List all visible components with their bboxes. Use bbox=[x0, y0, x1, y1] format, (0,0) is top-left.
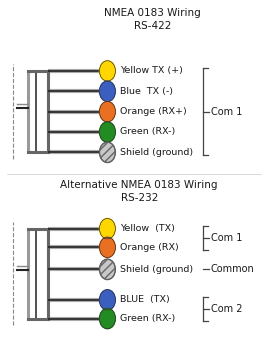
Text: BLUE  (TX): BLUE (TX) bbox=[120, 295, 170, 304]
Text: RS-232: RS-232 bbox=[121, 193, 158, 203]
Text: Blue  TX (-): Blue TX (-) bbox=[120, 87, 173, 96]
Circle shape bbox=[99, 237, 116, 258]
Text: Yellow TX (+): Yellow TX (+) bbox=[120, 66, 183, 76]
Text: Orange (RX): Orange (RX) bbox=[120, 243, 179, 252]
Text: Shield (ground): Shield (ground) bbox=[120, 265, 193, 274]
Circle shape bbox=[99, 290, 116, 310]
Text: Com 1: Com 1 bbox=[211, 233, 242, 243]
Text: Yellow  (TX): Yellow (TX) bbox=[120, 224, 175, 233]
Text: Alternative NMEA 0183 Wiring: Alternative NMEA 0183 Wiring bbox=[61, 180, 218, 190]
Circle shape bbox=[99, 259, 116, 279]
Text: Orange (RX+): Orange (RX+) bbox=[120, 107, 187, 116]
Text: Common: Common bbox=[211, 264, 255, 274]
Text: Shield (ground): Shield (ground) bbox=[120, 148, 193, 157]
Circle shape bbox=[99, 308, 116, 329]
Circle shape bbox=[99, 142, 116, 162]
Text: Com 1: Com 1 bbox=[211, 107, 242, 117]
Text: Green (RX-): Green (RX-) bbox=[120, 128, 175, 136]
Text: NMEA 0183 Wiring: NMEA 0183 Wiring bbox=[104, 8, 201, 18]
Circle shape bbox=[99, 219, 116, 239]
Circle shape bbox=[99, 81, 116, 102]
Text: Com 2: Com 2 bbox=[211, 304, 242, 314]
Circle shape bbox=[99, 122, 116, 142]
Text: Green (RX-): Green (RX-) bbox=[120, 314, 175, 323]
Circle shape bbox=[99, 61, 116, 81]
Text: RS-422: RS-422 bbox=[134, 21, 171, 31]
Circle shape bbox=[99, 102, 116, 122]
